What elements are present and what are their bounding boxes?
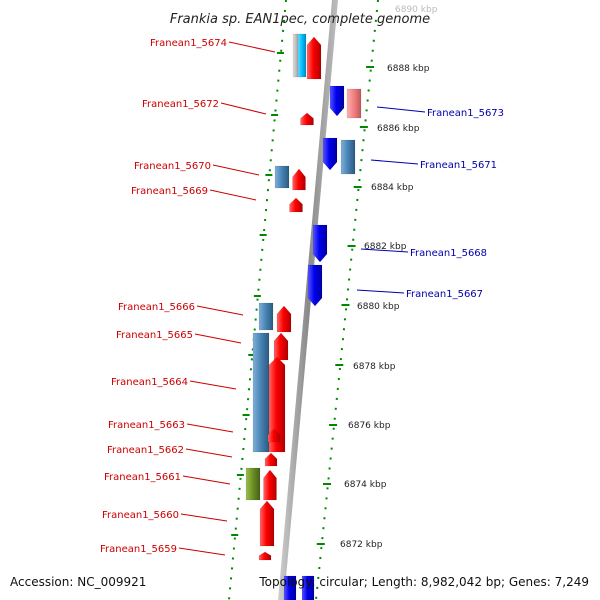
gene-label[interactable]: Franean1_5659 [100, 544, 177, 555]
scale-label: 6878 kbp [353, 362, 396, 372]
gene-label[interactable]: Franean1_5665 [116, 330, 193, 341]
gene-label[interactable]: Franean1_5667 [406, 289, 483, 300]
gene-arrow[interactable] [297, 33, 307, 78]
gene-arrow[interactable] [300, 112, 314, 126]
gene-arrow[interactable] [274, 165, 290, 189]
gene-arrow[interactable] [307, 264, 323, 307]
gene-label[interactable]: Franean1_5671 [420, 160, 497, 171]
gene-features [245, 33, 362, 600]
gene-label[interactable]: Franean1_5672 [142, 99, 219, 110]
gene-arrow[interactable] [273, 332, 289, 361]
scale-label: 6890 kbp [395, 5, 438, 15]
gene-label[interactable]: Franean1_5670 [134, 161, 211, 172]
gene-label[interactable]: Franean1_5666 [118, 302, 195, 313]
leader-line [370, 159, 419, 165]
gene-arrow[interactable] [268, 356, 286, 453]
gene-arrow[interactable] [292, 168, 306, 191]
ruler-line [228, 0, 287, 600]
genome-title: Frankia sp. EAN1pec, complete genome [170, 12, 430, 27]
gene-arrow[interactable] [264, 452, 278, 467]
scale-label: 6876 kbp [348, 421, 391, 431]
gene-arrow[interactable] [346, 88, 362, 119]
axis-band [278, 0, 338, 600]
topology-label: Topology: circular; Length: 8,982,042 bp… [258, 575, 589, 589]
leader-line [360, 248, 409, 253]
gene-arrow[interactable] [276, 305, 292, 333]
gene-arrow[interactable] [245, 467, 261, 501]
leader-line [212, 164, 260, 176]
leader-line [356, 289, 405, 294]
leader-line [182, 475, 231, 485]
leader-line [186, 423, 234, 433]
gene-label[interactable]: Franean1_5662 [107, 445, 184, 456]
gene-arrow[interactable] [252, 332, 270, 453]
leader-line [194, 333, 242, 344]
ruler-line [315, 0, 379, 600]
gene-arrow[interactable] [329, 85, 345, 117]
scale-labels: 6890 kbp 6888 kbp 6886 kbp 6884 kbp 6882 kbp… [340, 5, 438, 550]
leader-line [185, 448, 233, 458]
gene-label[interactable]: Franean1_5674 [150, 38, 227, 49]
gene-label[interactable]: Franean1_5660 [102, 510, 179, 521]
gene-arrow[interactable] [283, 575, 297, 600]
leader-line [189, 380, 237, 390]
label-leader-lines [178, 41, 426, 556]
leader-line [228, 41, 276, 53]
gene-arrow[interactable] [258, 551, 272, 561]
leader-line [180, 513, 228, 522]
gene-label[interactable]: Franean1_5661 [104, 472, 181, 483]
scale-label: 6884 kbp [371, 183, 414, 193]
gene-arrow[interactable] [306, 36, 322, 80]
leader-line [196, 305, 244, 316]
gene-arrow[interactable] [289, 197, 303, 213]
gene-label[interactable]: Franean1_5668 [410, 248, 487, 259]
gene-label[interactable]: Franean1_5669 [131, 186, 208, 197]
gene-label[interactable]: Franean1_5664 [111, 377, 188, 388]
scale-label: 6882 kbp [364, 242, 407, 252]
gene-label[interactable]: Franean1_5663 [108, 420, 185, 431]
gene-labels: Franean1_5674 Franean1_5672 Franean1_5670 F… [100, 38, 504, 555]
gene-arrow[interactable] [267, 428, 281, 443]
leader-line [209, 189, 257, 201]
scale-label: 6880 kbp [357, 302, 400, 312]
accession-label: Accession: NC_009921 [10, 575, 146, 589]
leader-line [178, 547, 226, 556]
gene-arrow[interactable] [301, 575, 315, 600]
gene-arrow[interactable] [312, 224, 328, 263]
scale-label: 6874 kbp [344, 480, 387, 490]
gene-label[interactable]: Franean1_5673 [427, 108, 504, 119]
gene-arrow[interactable] [340, 139, 356, 175]
scale-label: 6872 kbp [340, 540, 383, 550]
genome-axis [278, 0, 338, 600]
gene-arrow[interactable] [258, 302, 274, 331]
scale-label: 6888 kbp [387, 64, 430, 74]
gene-arrow[interactable] [259, 500, 275, 547]
scale-label: 6886 kbp [377, 124, 420, 134]
leader-line [376, 106, 426, 113]
gene-arrow[interactable] [322, 137, 338, 171]
gene-arrow[interactable] [263, 469, 277, 501]
leader-line [220, 102, 267, 115]
ruler-lines [228, 0, 379, 600]
